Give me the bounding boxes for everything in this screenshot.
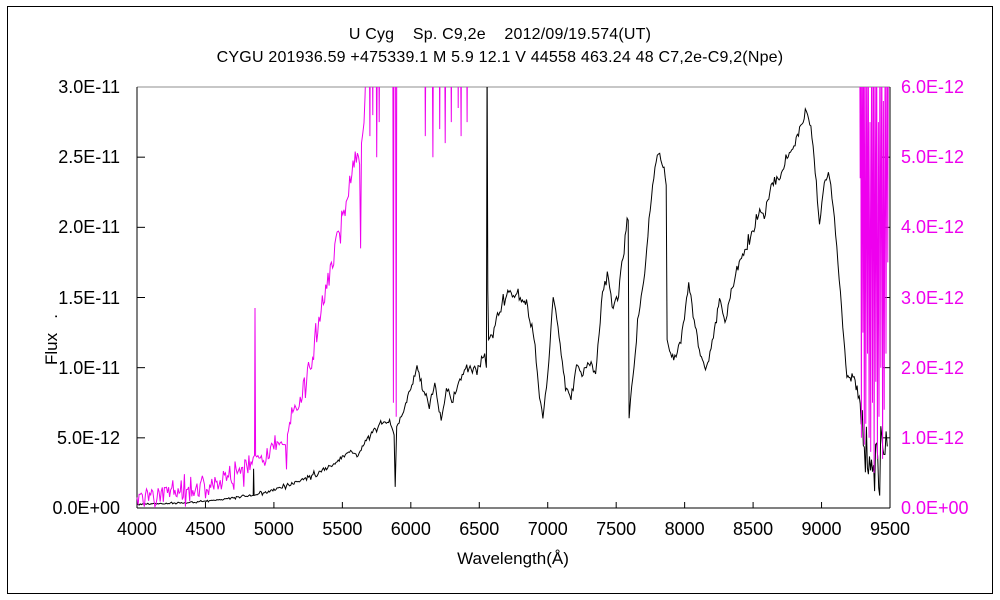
right-axis-tick-label: 1.0E-12: [901, 427, 965, 448]
x-axis-tick-label: 4500: [185, 519, 226, 539]
x-axis-tick-label: 5000: [253, 519, 294, 539]
figure-border: [7, 6, 993, 594]
x-axis-tick-label: 8000: [664, 519, 705, 539]
x-axis-tick-label: 7000: [527, 519, 568, 539]
right-axis-tick-label: 6.0E-12: [901, 77, 965, 97]
x-axis-tick-label: 7500: [596, 519, 637, 539]
left-axis-tick-label: 1.0E-11: [58, 357, 120, 378]
x-axis-tick-label: 8500: [733, 519, 774, 539]
left-axis-tick-label: 2.0E-11: [58, 217, 120, 238]
primary-spectrum-trace: [137, 86, 888, 506]
x-axis-title: Wavelength(Å): [457, 549, 569, 568]
chart-title: U Cyg Sp. C9,2e 2012/09/19.574(UT): [348, 26, 652, 43]
left-axis-tick-label: 0.0E+00: [52, 498, 120, 518]
x-axis-tick-label: 6500: [459, 519, 500, 539]
right-axis-tick-label: 5.0E-12: [901, 147, 965, 168]
x-axis-tick-label: 9500: [869, 519, 911, 539]
right-axis-tick-label: 3.0E-12: [901, 287, 965, 308]
x-axis-tick-label: 4000: [116, 519, 158, 539]
x-axis-tick-label: 6000: [390, 519, 431, 539]
secondary-spectrum-trace: [136, 86, 889, 509]
right-axis-tick-label: 0.0E+00: [901, 498, 969, 518]
left-axis-tick-label: 3.0E-11: [58, 77, 120, 97]
x-axis-tick-label: 9000: [801, 519, 842, 539]
chart-subtitle: CYGU 201936.59 +475339.1 M 5.9 12.1 V 44…: [216, 49, 784, 66]
left-axis-tick-label: 1.5E-11: [58, 287, 120, 308]
left-axis-tick-label: 5.0E-12: [56, 427, 120, 448]
right-axis-tick-label: 4.0E-12: [901, 217, 965, 238]
x-axis-tick-label: 5500: [322, 519, 363, 539]
left-axis-tick-label: 2.5E-11: [58, 147, 120, 168]
right-axis-tick-label: 2.0E-12: [901, 357, 965, 378]
